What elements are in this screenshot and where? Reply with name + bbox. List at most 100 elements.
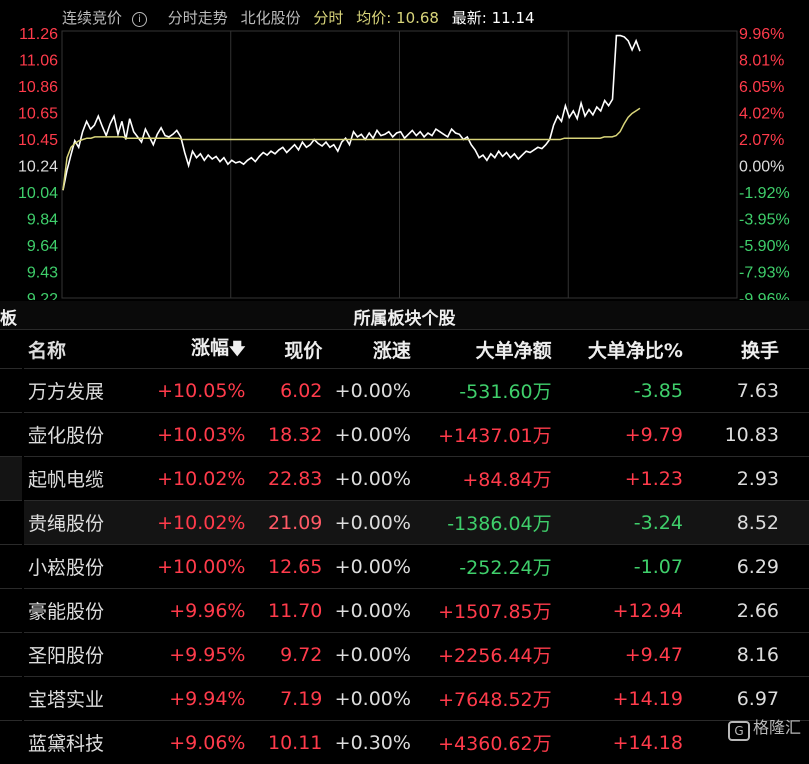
stock-name: 北化股份 xyxy=(241,9,301,27)
cell-speed: +0.00% xyxy=(325,633,411,677)
cell-speed: +0.00% xyxy=(325,545,411,589)
info-icon[interactable]: i xyxy=(132,12,147,27)
y-tick-right: 2.07% xyxy=(739,132,784,149)
cell-change: +10.02% xyxy=(144,501,245,545)
avg-price-value: 10.68 xyxy=(396,9,439,27)
y-tick-left: 9.64 xyxy=(27,238,58,255)
cell-price: 7.19 xyxy=(245,677,325,721)
y-tick-left: 9.43 xyxy=(27,265,58,282)
cell-name: 贵绳股份 xyxy=(24,501,144,545)
cell-name: 壶化股份 xyxy=(24,413,144,457)
y-tick-right: -7.93% xyxy=(739,265,790,282)
panel-title: 所属板块个股 xyxy=(0,304,809,329)
cell-speed: +0.00% xyxy=(325,457,411,501)
y-tick-left: 11.06 xyxy=(19,53,58,70)
y-tick-left: 9.84 xyxy=(27,212,58,229)
cell-net-amount: +2256.44万 xyxy=(411,633,552,677)
cell-turnover: 8.52 xyxy=(683,501,809,545)
cell-name: 蓝黛科技 xyxy=(24,721,144,764)
cell-speed: +0.00% xyxy=(325,413,411,457)
cell-net-ratio: +9.79 xyxy=(552,413,683,457)
cell-change: +10.00% xyxy=(144,545,245,589)
cell-net-ratio: +14.19 xyxy=(552,677,683,721)
cell-speed: +0.00% xyxy=(325,677,411,721)
table-row[interactable]: 蓝黛科技+9.06%10.11+0.30%+4360.62万+14.18 xyxy=(24,721,809,764)
cell-net-ratio: -3.85 xyxy=(552,369,683,413)
cell-net-ratio: +1.23 xyxy=(552,457,683,501)
cell-price: 9.72 xyxy=(245,633,325,677)
y-tick-right: 4.02% xyxy=(739,106,784,123)
table-header-row: 名称 涨幅🡇 现价 涨速 大单净额 大单净比% 换手 xyxy=(24,330,809,369)
cell-change: +9.96% xyxy=(144,589,245,633)
cell-change: +10.05% xyxy=(144,369,245,413)
cell-name: 起帆电缆 xyxy=(24,457,144,501)
cell-net-ratio: +12.94 xyxy=(552,589,683,633)
cell-price: 22.83 xyxy=(245,457,325,501)
y-tick-left: 9.22 xyxy=(27,291,58,300)
col-header-speed[interactable]: 涨速 xyxy=(325,330,411,369)
cell-net-amount: -531.60万 xyxy=(411,369,552,413)
y-tick-right: -5.90% xyxy=(739,238,790,255)
col-header-change[interactable]: 涨幅🡇 xyxy=(144,330,245,369)
y-tick-left: 10.45 xyxy=(18,132,58,149)
cell-net-amount: +1507.85万 xyxy=(411,589,552,633)
cell-net-amount: -1386.04万 xyxy=(411,501,552,545)
cell-price: 12.65 xyxy=(245,545,325,589)
col-header-net-ratio[interactable]: 大单净比% xyxy=(552,330,683,369)
y-tick-left: 11.26 xyxy=(19,26,58,43)
cell-price: 6.02 xyxy=(245,369,325,413)
y-tick-right: -3.95% xyxy=(739,212,790,229)
cell-net-amount: +4360.62万 xyxy=(411,721,552,764)
cell-net-ratio: +9.47 xyxy=(552,633,683,677)
y-tick-left: 10.65 xyxy=(18,106,58,123)
cell-net-amount: -252.24万 xyxy=(411,545,552,589)
cell-price: 18.32 xyxy=(245,413,325,457)
col-header-name[interactable]: 名称 xyxy=(24,330,144,369)
y-tick-right: 9.96% xyxy=(739,26,784,43)
cell-net-amount: +84.84万 xyxy=(411,457,552,501)
panel-title-bar: 板 所属板块个股 xyxy=(0,301,809,330)
cell-price: 21.09 xyxy=(245,501,325,545)
cell-turnover: 2.66 xyxy=(683,589,809,633)
cell-change: +9.06% xyxy=(144,721,245,764)
sector-stock-table: 名称 涨幅🡇 现价 涨速 大单净额 大单净比% 换手 万方发展+10.05%6.… xyxy=(24,330,809,764)
last-price-label: 最新: xyxy=(452,9,487,27)
period-label[interactable]: 分时 xyxy=(313,9,343,27)
cell-net-amount: +7648.52万 xyxy=(411,677,552,721)
cell-net-ratio: +14.18 xyxy=(552,721,683,764)
cell-turnover: 7.63 xyxy=(683,369,809,413)
cell-speed: +0.00% xyxy=(325,501,411,545)
y-tick-left: 10.24 xyxy=(18,159,58,176)
cell-speed: +0.30% xyxy=(325,721,411,764)
cell-turnover: 2.93 xyxy=(683,457,809,501)
y-tick-left: 10.86 xyxy=(18,79,58,96)
cell-speed: +0.00% xyxy=(325,369,411,413)
sort-arrow-down-icon: 🡇 xyxy=(229,339,245,358)
cell-speed: +0.00% xyxy=(325,589,411,633)
col-header-net-amount[interactable]: 大单净额 xyxy=(411,330,552,369)
y-tick-right: -1.92% xyxy=(739,185,790,202)
y-tick-right: -9.96% xyxy=(739,291,790,300)
cell-name: 圣阳股份 xyxy=(24,633,144,677)
col-header-price[interactable]: 现价 xyxy=(245,330,325,369)
cell-change: +9.95% xyxy=(144,633,245,677)
cell-name: 小崧股份 xyxy=(24,545,144,589)
gelonghui-logo-icon: G xyxy=(728,721,750,741)
left-panel-strip xyxy=(0,330,22,745)
cell-turnover: 10.83 xyxy=(683,413,809,457)
cell-price: 11.70 xyxy=(245,589,325,633)
cell-change: +10.02% xyxy=(144,457,245,501)
last-price-value: 11.14 xyxy=(492,9,535,27)
col-header-turnover[interactable]: 换手 xyxy=(683,330,809,369)
